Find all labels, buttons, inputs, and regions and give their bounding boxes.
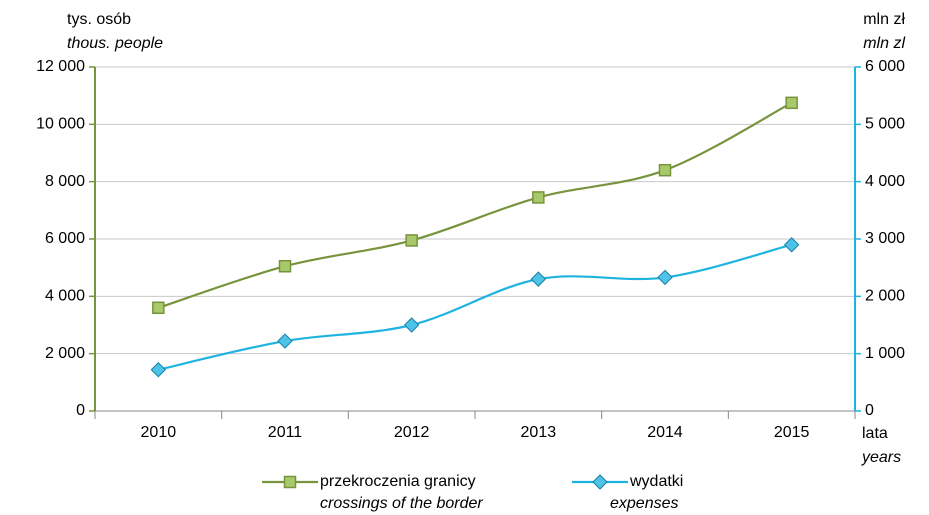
y-axis-label: tys. osób — [67, 11, 131, 28]
x-tick-label: 2010 — [141, 424, 177, 441]
point — [278, 259, 292, 273]
x-tick-label: 2013 — [521, 424, 557, 441]
point — [785, 96, 798, 110]
point — [657, 269, 673, 286]
point — [658, 163, 672, 177]
point — [277, 333, 293, 349]
y2-tick-label: 1 000 — [865, 345, 905, 362]
x-axis-label-en: years — [861, 449, 901, 466]
legend-label: wydatki — [629, 473, 683, 490]
y2-tick-label: 5 000 — [865, 116, 905, 133]
y-tick-label: 8 000 — [45, 173, 85, 190]
legend-label: przekroczenia granicy — [320, 473, 476, 490]
point — [530, 271, 547, 287]
point — [150, 362, 167, 378]
x-tick-label: 2012 — [394, 424, 430, 441]
y-tick-label: 6 000 — [45, 230, 85, 247]
point — [403, 317, 420, 333]
legend-label-en: crossings of the border — [320, 495, 483, 512]
y-tick-label: 4 000 — [45, 288, 85, 305]
y2-axis-label: mln zł — [863, 11, 905, 28]
y2-tick-label: 3 000 — [865, 230, 905, 247]
x-axis-label: lata — [862, 425, 888, 442]
x-tick-label: 2015 — [774, 424, 810, 441]
legend-label-en: expenses — [610, 495, 679, 512]
y2-axis-label-en: mln zl — [863, 35, 905, 52]
legend-marker — [283, 475, 297, 489]
y2-tick-label: 6 000 — [865, 58, 905, 75]
x-tick-label: 2011 — [268, 424, 303, 441]
x-tick-label: 2014 — [647, 424, 683, 441]
point — [532, 191, 545, 204]
series-line — [157, 101, 793, 309]
y2-tick-label: 2 000 — [865, 288, 905, 305]
point — [152, 301, 165, 315]
point — [783, 237, 800, 253]
legend-marker — [592, 474, 608, 490]
series-line — [158, 243, 792, 371]
y2-tick-label: 0 — [865, 402, 874, 419]
y-tick-label: 2 000 — [45, 345, 85, 362]
y-tick-label: 0 — [76, 402, 85, 419]
y2-tick-label: 4 000 — [865, 173, 905, 190]
point — [405, 234, 418, 247]
y-tick-label: 10 000 — [36, 116, 85, 133]
y-axis-label-en: thous. people — [67, 35, 163, 52]
y-tick-label: 12 000 — [36, 58, 85, 75]
